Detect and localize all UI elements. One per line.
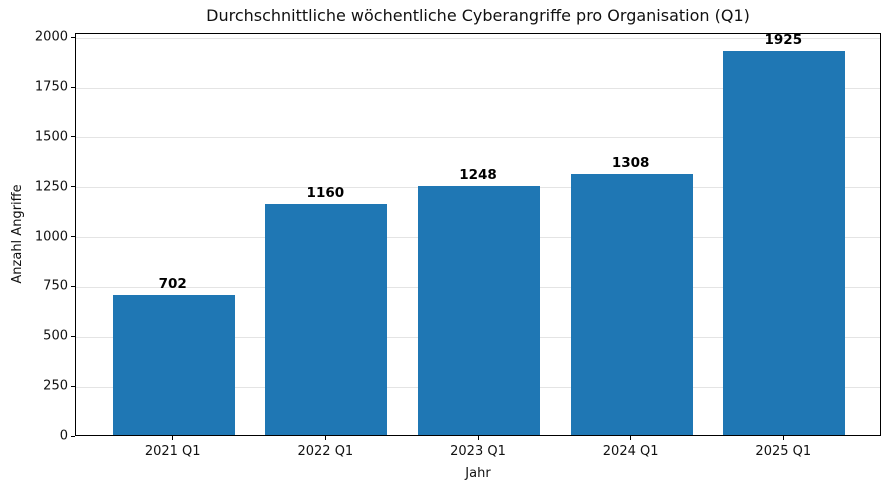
y-tick-label: 1000 <box>34 229 68 245</box>
y-tick-mark <box>71 435 75 437</box>
y-tick-label: 1750 <box>34 79 68 95</box>
bar-value-label: 1248 <box>459 167 497 184</box>
y-tick-mark <box>71 236 75 238</box>
gridline <box>76 137 880 139</box>
y-tick-mark <box>71 86 75 88</box>
y-tick-mark <box>71 385 75 387</box>
y-tick-label: 500 <box>43 328 68 344</box>
plot-area <box>75 33 881 436</box>
bar-value-label: 702 <box>158 276 187 293</box>
bar-value-label: 1308 <box>611 155 650 172</box>
bar-value-label: 1925 <box>764 32 803 49</box>
y-tick-mark <box>71 186 75 188</box>
y-tick-mark <box>71 136 75 138</box>
y-tick-label: 250 <box>43 378 68 394</box>
x-tick-mark <box>172 436 174 440</box>
y-tick-label: 1250 <box>34 179 68 195</box>
y-tick-label: 750 <box>43 278 68 294</box>
bar <box>570 174 693 435</box>
x-tick-label: 2024 Q1 <box>602 444 659 459</box>
y-tick-mark <box>71 285 75 287</box>
y-axis-label: Anzahl Angriffe <box>10 184 25 284</box>
gridline <box>76 37 880 39</box>
y-tick-mark <box>71 36 75 38</box>
bar-value-label: 1160 <box>306 184 345 201</box>
bar <box>265 203 388 435</box>
y-tick-mark <box>71 335 75 337</box>
y-tick-label: 1500 <box>34 129 68 145</box>
gridline <box>76 87 880 89</box>
chart-title: Durchschnittliche wöchentliche Cyberangr… <box>206 6 750 25</box>
x-tick-label: 2023 Q1 <box>450 444 506 459</box>
x-axis-label: Jahr <box>465 466 491 481</box>
bar <box>112 295 235 435</box>
y-tick-label: 2000 <box>34 29 68 45</box>
y-tick-label: 0 <box>59 428 68 444</box>
x-tick-mark <box>782 436 784 440</box>
bar <box>417 186 541 435</box>
x-tick-mark <box>630 436 632 440</box>
x-tick-mark <box>324 436 326 440</box>
x-tick-label: 2025 Q1 <box>755 444 812 459</box>
x-tick-mark <box>477 436 479 440</box>
x-tick-label: 2021 Q1 <box>144 444 201 459</box>
bar <box>723 51 846 435</box>
x-tick-label: 2022 Q1 <box>297 444 354 459</box>
